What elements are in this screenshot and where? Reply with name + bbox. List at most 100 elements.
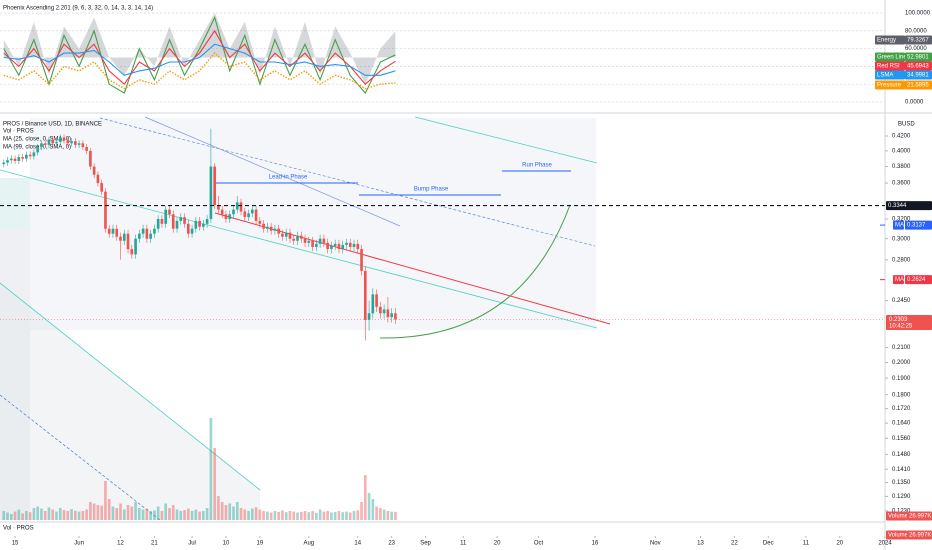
candle-body: [367, 313, 371, 320]
x-tick-label: Jun: [74, 541, 84, 547]
run-curve: [379, 204, 571, 339]
x-tick-label: 20: [836, 541, 843, 547]
candle-body: [341, 244, 345, 250]
y-tick-label: 0.1640: [892, 421, 911, 427]
volume-bar: [367, 493, 371, 520]
candle-body: [43, 143, 47, 145]
volume-bar: [62, 510, 66, 520]
legend-value: 45.6943: [907, 64, 929, 70]
y-tick-label: 0.4000: [892, 148, 911, 154]
candle-body: [299, 235, 303, 239]
y-tick-label: 60.0000: [905, 46, 927, 52]
y-tick-label: 0.1560: [892, 436, 911, 442]
candle-body: [360, 249, 363, 271]
y-tick-label: 0.1410: [892, 467, 911, 473]
candle-body: [96, 174, 100, 184]
volume-bar: [141, 509, 145, 520]
volume-bar: [217, 496, 220, 520]
level-label-box: [886, 201, 932, 211]
y-tick-label: 0.1800: [892, 392, 911, 398]
volume-bar: [254, 507, 258, 520]
volume-bar: [25, 511, 28, 520]
legend-item: MA (25, close, 0, SMA, 0): [3, 137, 71, 143]
legend-item: Vol · PROS: [3, 129, 34, 135]
volume-bar: [21, 513, 24, 520]
volume-bar: [175, 509, 179, 520]
x-tick-label: 11: [803, 541, 810, 547]
volume-bar: [28, 512, 32, 520]
volume-bar: [186, 508, 190, 520]
volume-bar: [126, 505, 130, 520]
volume-bar: [17, 509, 21, 520]
candle-body: [2, 162, 6, 165]
volume-pane-title: Vol · PROS: [3, 526, 34, 532]
x-tick-label: Sep: [420, 541, 431, 547]
candle-body: [168, 209, 171, 215]
indicator-line: [3, 15, 396, 95]
candle-body: [17, 157, 21, 161]
last-price-box: [886, 314, 932, 330]
y-tick-label: 0.0000: [905, 100, 924, 106]
volume-bar: [235, 502, 239, 520]
resistance-line: [214, 212, 611, 325]
volume-bar: [183, 510, 186, 520]
legend-name: Energy: [877, 38, 896, 44]
channel-line: [0, 169, 598, 329]
volume-bar: [202, 511, 205, 520]
last-price: 0.2303: [889, 317, 908, 323]
indicator-line: [3, 52, 396, 90]
volume-bar: [269, 512, 273, 520]
volume-bar: [9, 514, 13, 520]
volume-bar: [266, 511, 269, 520]
volume-bar: [262, 511, 265, 520]
candle-body: [277, 228, 280, 234]
x-tick-label: Nov: [650, 541, 661, 547]
volume-bar: [145, 508, 149, 520]
volume-bar: [379, 508, 382, 520]
trend-line: [99, 117, 596, 247]
candle-body: [239, 202, 243, 212]
volume-bar: [288, 511, 292, 520]
candle-body: [141, 228, 145, 234]
candle-body: [284, 232, 288, 237]
y-tick-label: 80.0000: [905, 28, 927, 34]
marker-value-box: [905, 275, 932, 285]
candle-body: [55, 141, 58, 144]
indicator-line: [3, 43, 396, 76]
candle-body: [81, 143, 85, 148]
y-tick-label: 0.3000: [892, 236, 911, 242]
marker-value: 0.3137: [907, 223, 926, 229]
volume-bar: [386, 511, 390, 520]
channel-line: [0, 394, 161, 521]
candle-body: [228, 214, 232, 220]
volume-bar: [96, 505, 100, 520]
candle-body: [134, 238, 137, 255]
volume-bar: [190, 511, 194, 520]
candle-body: [66, 140, 70, 144]
indicator-line: [3, 29, 396, 86]
x-tick-label: Jul: [188, 541, 196, 547]
candle-body: [198, 220, 201, 227]
legend-value: 21.5895: [907, 83, 929, 89]
phase-label: Run Phase: [522, 163, 552, 169]
volume-name: Volume: [888, 533, 909, 539]
volume-bar: [58, 508, 62, 520]
candle-body: [220, 209, 224, 215]
volume-name: Volume: [888, 514, 909, 520]
y-tick-label: 0.3800: [892, 164, 911, 170]
candle-body: [288, 232, 292, 239]
volume-bar: [164, 503, 168, 520]
volume-bar: [104, 481, 107, 520]
candle-body: [254, 209, 258, 221]
candle-body: [262, 223, 265, 229]
phase-label: Bump Phase: [414, 187, 449, 193]
candle-body: [126, 233, 130, 250]
volume-bar: [153, 510, 156, 520]
y-tick-label: 0.4200: [892, 134, 911, 140]
candle-body: [371, 294, 375, 314]
candle-body: [194, 220, 198, 229]
x-tick-label: 22: [731, 541, 738, 547]
volume-bar: [2, 511, 6, 520]
volume-value-box: [907, 530, 932, 540]
